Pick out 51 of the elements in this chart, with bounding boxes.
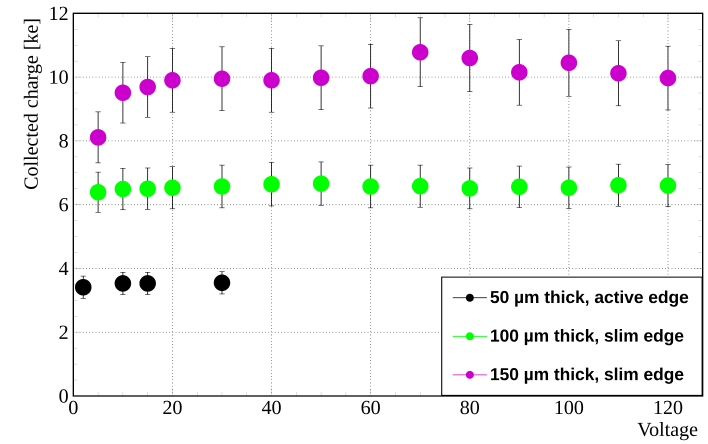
x-tick-label: 0 [69, 400, 78, 414]
y-tick-label: 10 [50, 70, 68, 84]
point [263, 176, 280, 193]
point [90, 184, 106, 200]
point [139, 180, 156, 197]
point [139, 275, 156, 292]
point [511, 178, 528, 196]
point [412, 44, 428, 61]
point [610, 65, 627, 82]
point [511, 64, 528, 81]
point [114, 180, 132, 198]
point [214, 178, 230, 195]
point [412, 178, 428, 194]
point [90, 129, 106, 146]
legend-label: 150 µm thick, slim edge [491, 368, 684, 384]
x-tick-label: 80 [460, 400, 480, 414]
point [214, 70, 230, 87]
point [660, 177, 676, 194]
point [461, 180, 478, 197]
y-tick-label: 6 [59, 198, 68, 212]
point [139, 78, 156, 96]
y-axis-title: Collected charge [ke] [24, 20, 42, 189]
point [312, 175, 330, 192]
point [312, 69, 330, 86]
point [560, 54, 578, 72]
y-tick-label: 12 [50, 6, 68, 20]
x-tick-label: 60 [362, 400, 380, 414]
y-tick-label: 4 [59, 262, 68, 276]
point [660, 70, 676, 86]
point [362, 68, 379, 84]
point [164, 180, 181, 196]
point [362, 178, 379, 195]
y-tick-label: 0 [59, 389, 68, 403]
y-tick-label: 2 [60, 326, 68, 339]
point [610, 176, 627, 194]
point [214, 274, 230, 292]
point [263, 72, 280, 89]
x-axis-title: Voltage [637, 422, 698, 440]
point [114, 275, 132, 292]
x-tick-label: 20 [163, 400, 182, 414]
point [461, 50, 478, 66]
point [164, 72, 181, 89]
legend-label: 50 µm thick, active edge [490, 290, 688, 307]
x-tick-label: 40 [262, 400, 281, 414]
point [74, 278, 92, 296]
x-tick-label: 120 [654, 400, 682, 414]
point [560, 180, 578, 196]
legend-label: 100 µm thick, slim edge [491, 329, 684, 346]
y-tick-label: 8 [59, 134, 68, 148]
x-tick-label: 100 [556, 400, 584, 414]
point [114, 84, 132, 102]
